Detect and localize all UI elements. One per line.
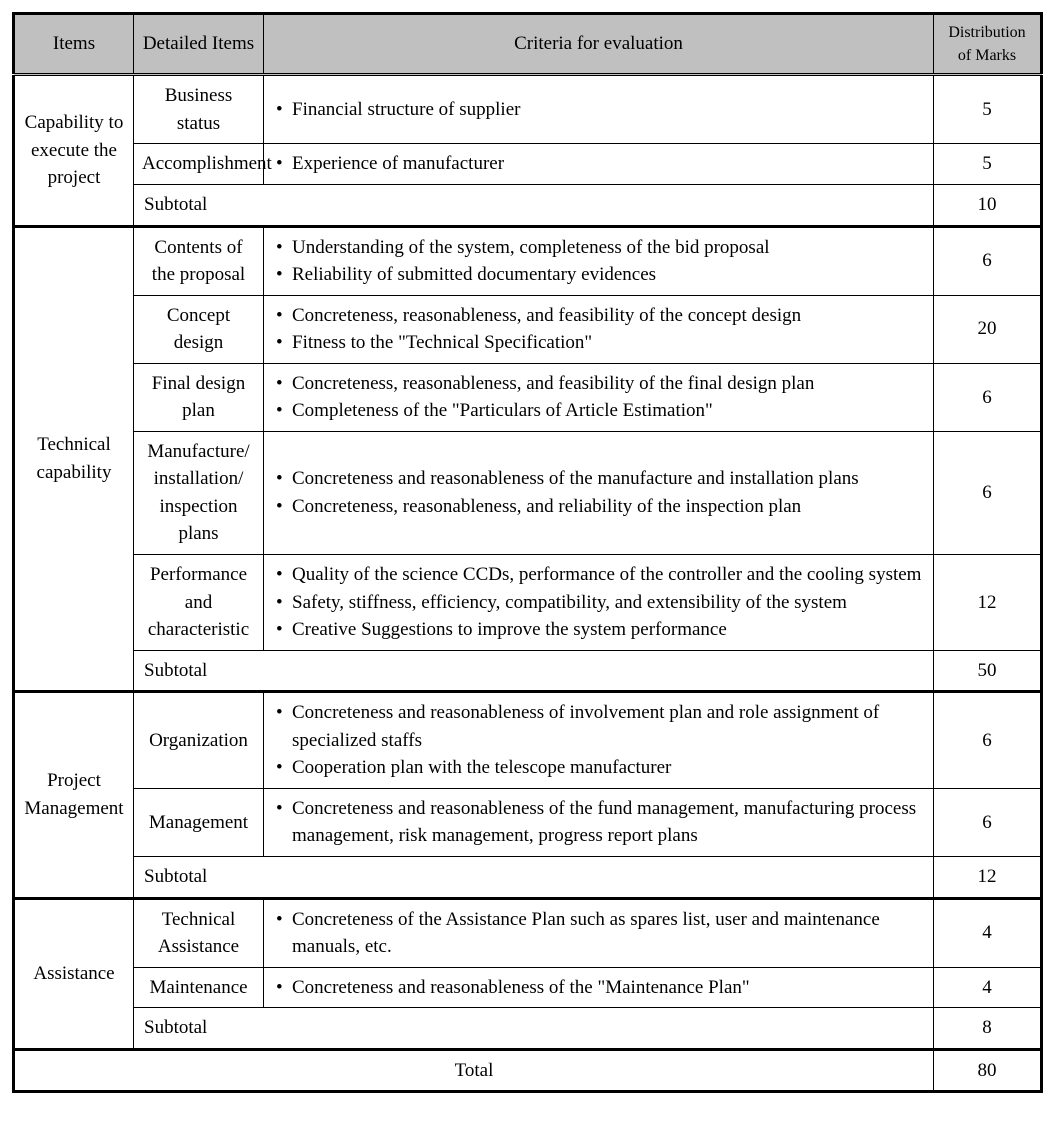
criteria-item: Concreteness and reasonableness of the "… [274,974,925,1002]
marks-cell: 6 [934,226,1042,295]
subtotal-row: Subtotal10 [14,185,1042,227]
criteria-item: Experience of manufacturer [274,150,925,178]
criteria-cell: Concreteness and reasonableness of invol… [264,692,934,789]
table-row: Accomplishment Experience of manufacturer… [14,144,1042,185]
marks-cell: 4 [934,967,1042,1008]
criteria-item: Financial structure of supplier [274,96,925,124]
table-row: Manufacture/ installation/ inspection pl… [14,431,1042,554]
subtotal-marks: 10 [934,185,1042,227]
subtotal-marks: 8 [934,1008,1042,1050]
marks-cell: 6 [934,431,1042,554]
criteria-item: Concreteness of the Assistance Plan such… [274,906,925,961]
table-row: Technical capabilityContents of the prop… [14,226,1042,295]
criteria-item: Fitness to the "Technical Specification" [274,329,925,357]
subtotal-row: Subtotal50 [14,650,1042,692]
header-criteria: Criteria for evaluation [264,14,934,75]
criteria-item: Concreteness and reasonableness of invol… [274,699,925,754]
criteria-cell: Concreteness of the Assistance Plan such… [264,898,934,967]
items-cell: Project Management [14,692,134,898]
criteria-item: Cooperation plan with the telescope manu… [274,754,925,782]
subtotal-row: Subtotal12 [14,856,1042,898]
subtotal-marks: 50 [934,650,1042,692]
detailed-cell: Accomplishment [134,144,264,185]
items-cell: Technical capability [14,226,134,692]
detailed-cell: Final design plan [134,363,264,431]
subtotal-label: Subtotal [134,185,934,227]
criteria-cell: Understanding of the system, completenes… [264,226,934,295]
criteria-cell: Concreteness and reasonableness of the "… [264,967,934,1008]
detailed-cell: Technical Assistance [134,898,264,967]
detailed-cell: Concept design [134,295,264,363]
criteria-item: Quality of the science CCDs, performance… [274,561,925,589]
evaluation-table: Items Detailed Items Criteria for evalua… [12,12,1043,1093]
criteria-item: Concreteness and reasonableness of the m… [274,465,925,493]
criteria-item: Reliability of submitted documentary evi… [274,261,925,289]
marks-cell: 20 [934,295,1042,363]
table-row: Project ManagementOrganizationConcretene… [14,692,1042,789]
detailed-cell: Performance and characteristic [134,555,264,651]
detailed-cell: Organization [134,692,264,789]
marks-cell: 6 [934,788,1042,856]
criteria-cell: Experience of manufacturer [264,144,934,185]
table-row: Final design plan Concreteness, reasonabl… [14,363,1042,431]
marks-cell: 12 [934,555,1042,651]
criteria-item: Concreteness, reasonableness, and feasib… [274,302,925,330]
total-label: Total [14,1049,934,1092]
subtotal-label: Subtotal [134,1008,934,1050]
table-row: Concept design Concreteness, reasonablene… [14,295,1042,363]
criteria-item: Concreteness and reasonableness of the f… [274,795,925,850]
criteria-item: Concreteness, reasonableness, and feasib… [274,370,925,398]
criteria-item: Safety, stiffness, efficiency, compatibi… [274,589,925,617]
header-detailed: Detailed Items [134,14,264,75]
criteria-cell: Financial structure of supplier [264,75,934,144]
marks-cell: 4 [934,898,1042,967]
detailed-cell: Contents of the proposal [134,226,264,295]
criteria-cell: Quality of the science CCDs, performance… [264,555,934,651]
criteria-cell: Concreteness, reasonableness, and feasib… [264,295,934,363]
detailed-cell: Maintenance [134,967,264,1008]
criteria-item: Understanding of the system, completenes… [274,234,925,262]
marks-cell: 6 [934,692,1042,789]
marks-cell: 5 [934,144,1042,185]
subtotal-label: Subtotal [134,856,934,898]
subtotal-marks: 12 [934,856,1042,898]
criteria-cell: Concreteness and reasonableness of the m… [264,431,934,554]
items-cell: Assistance [14,898,134,1049]
criteria-item: Concreteness, reasonableness, and reliab… [274,493,925,521]
total-marks: 80 [934,1049,1042,1092]
table-row: ManagementConcreteness and reasonablenes… [14,788,1042,856]
criteria-cell: Concreteness and reasonableness of the f… [264,788,934,856]
total-row: Total80 [14,1049,1042,1092]
header-marks: Distribution of Marks [934,14,1042,75]
marks-cell: 5 [934,75,1042,144]
criteria-item: Creative Suggestions to improve the syst… [274,616,925,644]
subtotal-label: Subtotal [134,650,934,692]
header-items: Items [14,14,134,75]
table-header-row: Items Detailed Items Criteria for evalua… [14,14,1042,75]
criteria-cell: Concreteness, reasonableness, and feasib… [264,363,934,431]
marks-cell: 6 [934,363,1042,431]
table-row: AssistanceTechnical AssistanceConcretene… [14,898,1042,967]
table-row: Performance and characteristic Quality of… [14,555,1042,651]
criteria-item: Completeness of the "Particulars of Arti… [274,397,925,425]
table-row: Capability to execute the projectBusines… [14,75,1042,144]
detailed-cell: Management [134,788,264,856]
detailed-cell: Business status [134,75,264,144]
items-cell: Capability to execute the project [14,75,134,226]
table-body: Capability to execute the projectBusines… [14,75,1042,1092]
table-row: Maintenance Concreteness and reasonablene… [14,967,1042,1008]
subtotal-row: Subtotal8 [14,1008,1042,1050]
detailed-cell: Manufacture/ installation/ inspection pl… [134,431,264,554]
